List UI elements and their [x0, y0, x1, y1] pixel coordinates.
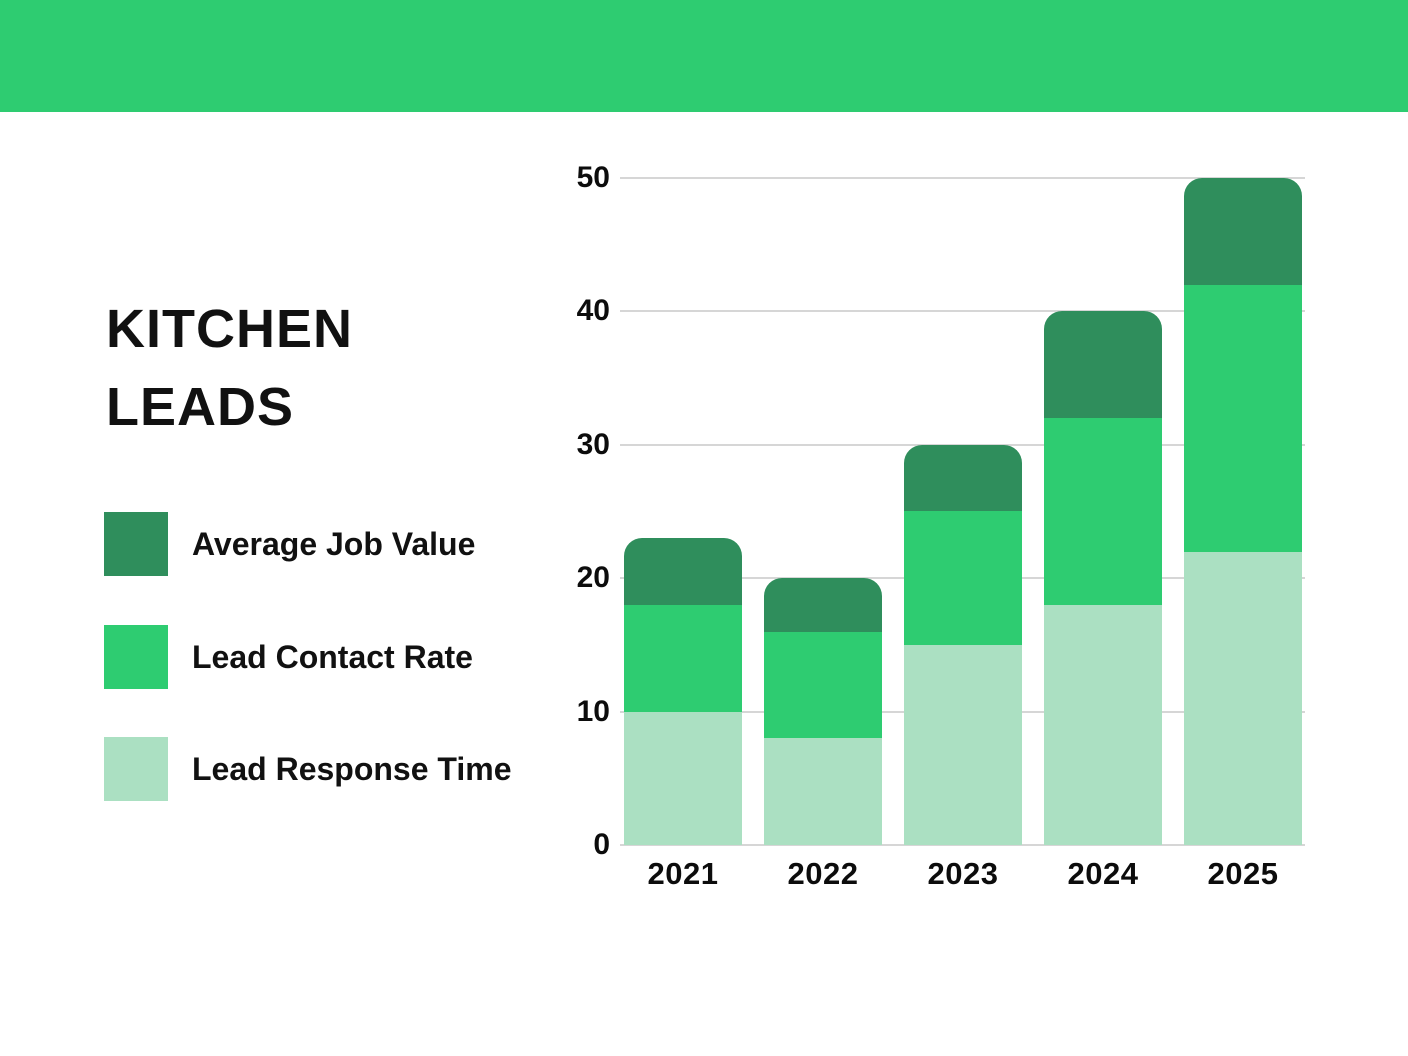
- legend-item-lead-response-time: Lead Response Time: [104, 737, 512, 801]
- bar-segment-lead-contact-rate: [904, 511, 1022, 645]
- bar-2024: [1044, 311, 1162, 845]
- y-tick-label-40: 40: [576, 294, 610, 328]
- legend-swatch-light-green: [104, 737, 168, 801]
- x-tick-label-2023: 2023: [927, 856, 999, 891]
- bar-2023: [904, 444, 1022, 845]
- bar-segment-lead-response-time: [904, 644, 1022, 845]
- legend-label: Lead Response Time: [192, 750, 512, 787]
- bar-2021: [624, 538, 742, 845]
- y-tick-label-50: 50: [576, 161, 610, 194]
- x-tick-label-2021: 2021: [647, 856, 719, 891]
- bar-segment-average-job-value: [624, 538, 742, 605]
- gridline-40: [620, 310, 1305, 313]
- legend-swatch-medium-green: [104, 625, 168, 689]
- gridline-50: [620, 177, 1305, 179]
- bar-segment-lead-contact-rate: [1044, 418, 1162, 605]
- legend-item-average-job-value: Average Job Value: [104, 512, 475, 576]
- legend-label: Lead Contact Rate: [192, 638, 473, 675]
- page-title: KITCHEN LEADS: [106, 299, 353, 438]
- bar-segment-average-job-value: [904, 444, 1022, 512]
- bar-segment-lead-contact-rate: [624, 604, 742, 712]
- bar-segment-lead-contact-rate: [1184, 284, 1302, 552]
- legend-label: Average Job Value: [192, 525, 476, 562]
- legend-item-lead-contact-rate: Lead Contact Rate: [104, 625, 473, 689]
- bar-segment-lead-response-time: [624, 711, 742, 845]
- top-banner: [0, 0, 1408, 112]
- bar-2022: [764, 578, 882, 845]
- legend-swatch-dark-green: [104, 512, 168, 576]
- y-tick-label-30: 30: [576, 427, 610, 461]
- y-tick-label-0: 0: [593, 828, 610, 861]
- bar-segment-average-job-value: [1044, 311, 1162, 419]
- bar-segment-lead-response-time: [764, 738, 882, 845]
- x-tick-label-2025: 2025: [1207, 856, 1279, 891]
- bar-segment-average-job-value: [1184, 178, 1302, 285]
- bar-segment-lead-response-time: [1044, 604, 1162, 845]
- bar-segment-lead-contact-rate: [764, 631, 882, 739]
- y-tick-label-10: 10: [576, 694, 610, 728]
- bar-segment-average-job-value: [764, 578, 882, 632]
- y-tick-label-20: 20: [576, 561, 610, 595]
- x-tick-label-2022: 2022: [787, 856, 859, 891]
- gridline-0: [620, 844, 1305, 846]
- x-tick-label-2024: 2024: [1067, 856, 1139, 891]
- bar-2025: [1184, 178, 1302, 845]
- bar-segment-lead-response-time: [1184, 551, 1302, 845]
